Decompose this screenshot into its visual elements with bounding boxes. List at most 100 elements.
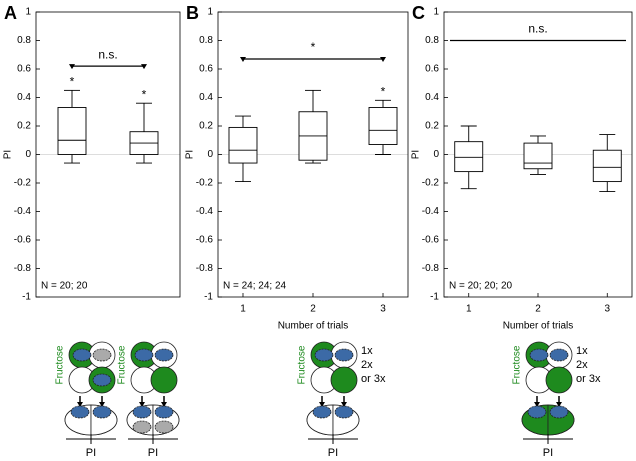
stimulus-label: Fructose	[512, 345, 523, 384]
y-axis-label: PI	[185, 150, 196, 159]
sample-size: N = 20; 20; 20	[449, 281, 513, 292]
arrow-head	[99, 402, 105, 407]
significance-mark: *	[70, 75, 75, 89]
fly	[70, 405, 90, 419]
y-tick-label: 0	[207, 149, 213, 160]
arrow-head	[319, 402, 325, 407]
x-tick-label: 3	[380, 304, 386, 315]
arena	[150, 366, 178, 394]
y-tick-label: -0.2	[196, 178, 214, 189]
fly	[314, 348, 334, 362]
bracket-label: *	[311, 40, 316, 54]
y-tick-label: 0.4	[17, 92, 31, 103]
fly	[92, 373, 112, 387]
panel-label: C	[412, 3, 425, 23]
x-tick-label: 3	[604, 304, 610, 315]
y-tick-label: 1	[433, 7, 439, 18]
fly	[72, 348, 92, 362]
panel-label: B	[186, 3, 199, 23]
y-tick-label: 1	[25, 7, 31, 18]
bracket-end	[380, 57, 387, 63]
stimulus-label: Fructose	[297, 345, 308, 384]
x-tick-label: 2	[535, 304, 541, 315]
y-tick-label: -0.8	[14, 263, 32, 274]
stimulus-label: Fructose	[55, 345, 66, 384]
significance-mark: *	[381, 85, 386, 99]
y-tick-label: 0.4	[425, 92, 439, 103]
box	[57, 107, 87, 155]
y-tick-label: -0.2	[14, 178, 32, 189]
fly	[154, 405, 174, 419]
trial-label: 2x	[576, 359, 588, 371]
arrow-head	[77, 402, 83, 407]
box	[228, 126, 258, 164]
readout-label: PI	[543, 447, 553, 459]
fly	[334, 348, 354, 362]
x-axis-label: Number of trials	[503, 321, 574, 332]
arena	[330, 366, 358, 394]
box	[454, 141, 484, 173]
trial-label: 2x	[361, 359, 373, 371]
y-tick-label: 0.8	[17, 35, 31, 46]
fly	[92, 405, 112, 419]
stimulus-label: Fructose	[117, 345, 128, 384]
fly	[549, 405, 569, 419]
fly	[154, 420, 174, 434]
sample-size: N = 24; 24; 24	[223, 281, 287, 292]
x-axis-label: Number of trials	[278, 321, 349, 332]
fly	[92, 348, 112, 362]
y-tick-label: -0.6	[196, 235, 214, 246]
y-tick-label: 0.2	[199, 121, 213, 132]
y-tick-label: -0.2	[422, 178, 440, 189]
bracket-end	[141, 64, 147, 70]
bracket-label: n.s.	[98, 47, 117, 61]
x-tick-label: 1	[240, 304, 246, 315]
y-tick-label: -0.8	[196, 263, 214, 274]
fly	[154, 348, 174, 362]
y-tick-label: -1	[430, 292, 439, 303]
box	[592, 149, 622, 183]
bracket-label: n.s.	[528, 22, 547, 36]
arrow-head	[139, 402, 145, 407]
fly	[134, 348, 154, 362]
fly	[549, 348, 569, 362]
y-tick-label: 1	[207, 7, 213, 18]
y-tick-label: 0.8	[425, 35, 439, 46]
fly	[529, 348, 549, 362]
arrow-head	[556, 402, 562, 407]
y-tick-label: 0.2	[425, 121, 439, 132]
trial-label: 1x	[576, 345, 588, 357]
y-tick-label: -0.6	[14, 235, 32, 246]
fly	[334, 405, 354, 419]
y-tick-label: 0.6	[199, 64, 213, 75]
arrow-head	[341, 402, 347, 407]
x-tick-label: 2	[310, 304, 316, 315]
y-tick-label: -0.6	[422, 235, 440, 246]
bracket-end	[239, 57, 246, 63]
box	[523, 142, 553, 170]
trial-label: 1x	[361, 345, 373, 357]
y-tick-label: -0.4	[422, 206, 440, 217]
sample-size: N = 20; 20	[41, 281, 88, 292]
readout-label: PI	[148, 447, 158, 459]
trial-label: or 3x	[576, 373, 601, 385]
x-tick-label: 1	[466, 304, 472, 315]
y-tick-label: 0.6	[425, 64, 439, 75]
y-tick-label: 0	[433, 149, 439, 160]
y-tick-label: 0	[25, 149, 31, 160]
y-tick-label: -1	[22, 292, 31, 303]
y-axis-label: PI	[3, 150, 14, 159]
arena	[545, 366, 573, 394]
panel-label: A	[4, 3, 17, 23]
y-axis-label: PI	[411, 150, 422, 159]
significance-mark: *	[142, 87, 147, 101]
arrow-head	[534, 402, 540, 407]
arrow-head	[161, 402, 167, 407]
fly	[132, 420, 152, 434]
fly	[132, 405, 152, 419]
fly	[312, 405, 332, 419]
y-tick-label: -0.8	[422, 263, 440, 274]
readout-label: PI	[328, 447, 338, 459]
trial-label: or 3x	[361, 373, 386, 385]
